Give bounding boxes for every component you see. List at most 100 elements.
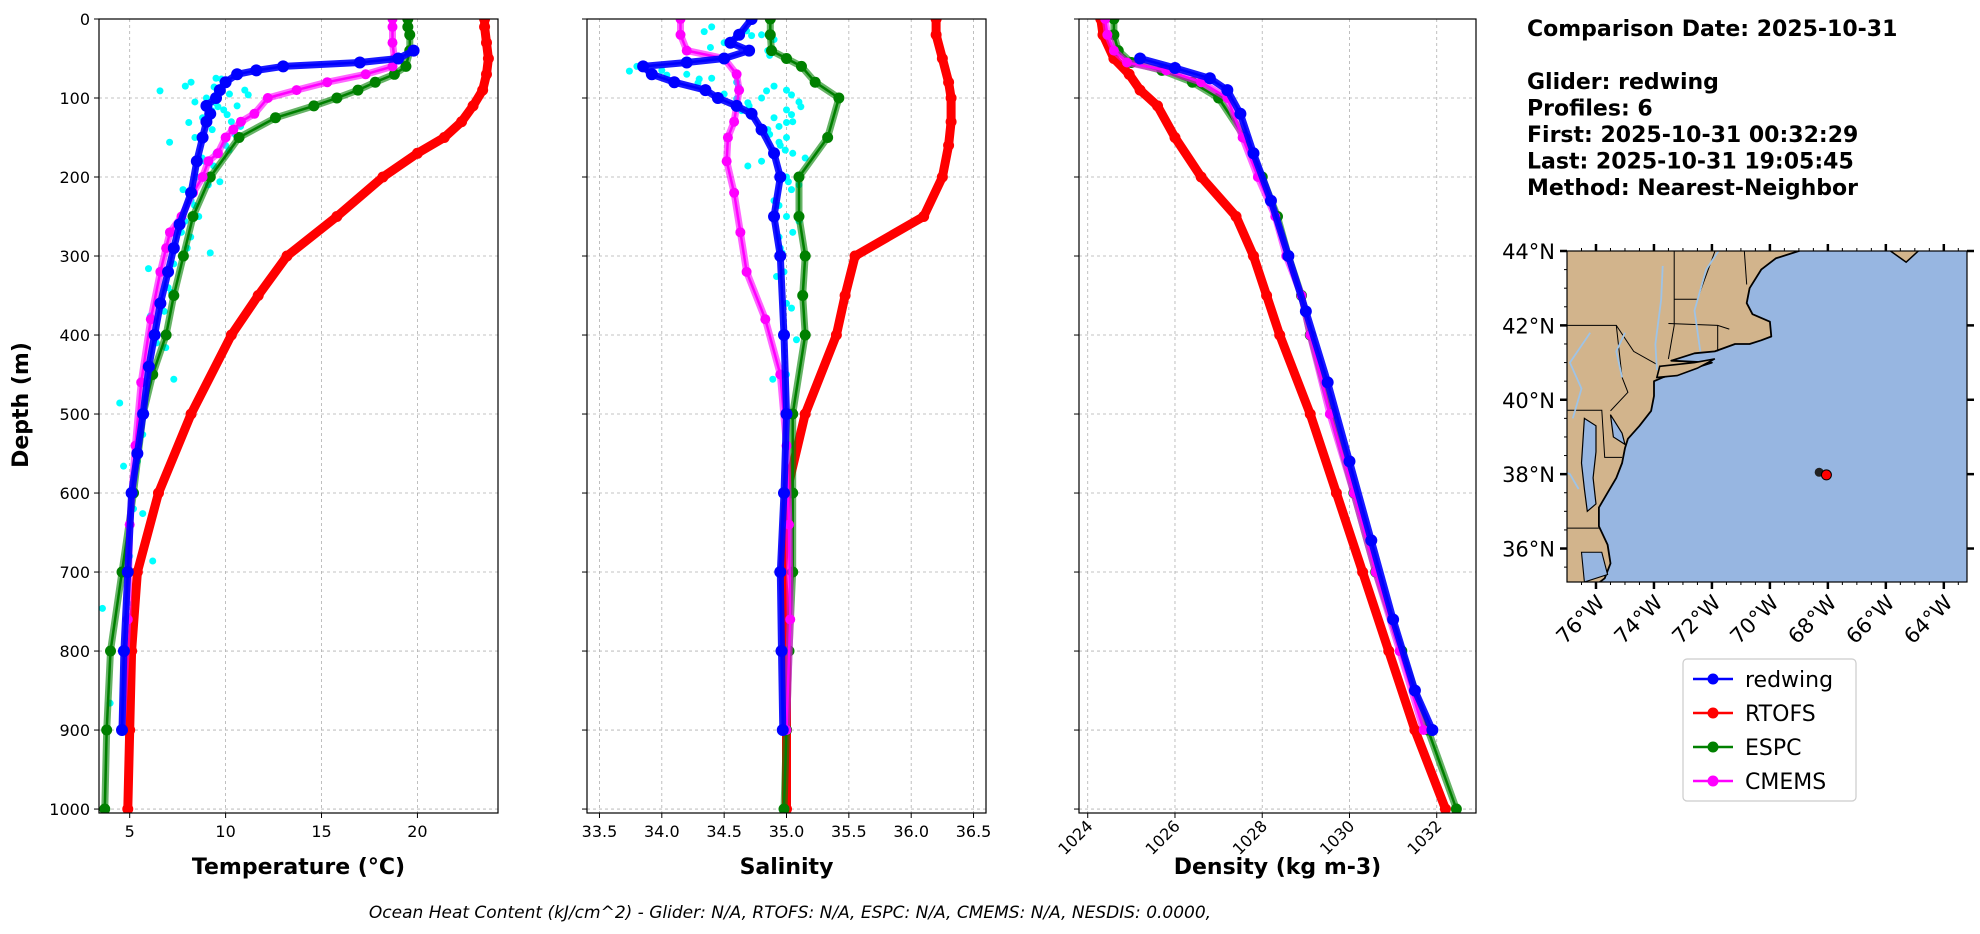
series-point-redwing (730, 99, 743, 112)
raw-glider-point (708, 23, 716, 31)
x-tick-label: 1028 (1229, 816, 1271, 858)
series-point-rtofs (411, 147, 423, 159)
y-tick-label: 800 (59, 642, 90, 661)
series-point-rtofs (225, 329, 237, 341)
raw-glider-point (775, 122, 783, 130)
series-point-rtofs (1123, 68, 1135, 80)
series-point-redwing (1426, 724, 1439, 737)
series-point-redwing (1387, 613, 1400, 626)
x-tick-label: 33.5 (582, 822, 618, 841)
series-point-rtofs (467, 100, 479, 112)
raw-glider-point (770, 82, 778, 90)
raw-glider-point (784, 178, 792, 186)
axes-frame (98, 18, 499, 814)
series-point-cmems (220, 132, 231, 143)
x-axis-label-dens: Density (kg m-3) (1174, 855, 1382, 880)
x-axis-label-sal: Salinity (740, 855, 834, 880)
series-point-espc (799, 250, 811, 262)
raw-glider-point (191, 134, 199, 142)
raw-glider-point (758, 31, 766, 39)
series-point-espc (331, 92, 343, 104)
y-tick-label: 1000 (49, 800, 90, 819)
series-point-redwing (200, 115, 213, 128)
raw-glider-point (708, 74, 716, 82)
series-point-espc (793, 171, 805, 183)
series-point-rtofs (1383, 645, 1395, 657)
series-point-redwing (137, 408, 150, 421)
pamlico-sound (1580, 551, 1609, 582)
y-tick-label: 600 (59, 484, 90, 503)
series-line-redwing-bulk (1136, 55, 1436, 734)
series-point-espc (233, 132, 245, 144)
legend-marker (1707, 741, 1719, 753)
raw-glider-point (706, 43, 714, 51)
series-point-cmems (722, 132, 733, 143)
series-point-espc (400, 60, 412, 72)
series-point-cmems (741, 266, 752, 277)
raw-glider-point (783, 134, 790, 142)
raw-glider-point (233, 102, 241, 110)
x-tick-label: 36.5 (956, 822, 992, 841)
raw-glider-point (783, 213, 790, 221)
series-point-espc (793, 211, 805, 223)
plot-area (1095, 19, 1462, 813)
x-tick-label: 10 (215, 822, 235, 841)
series-point-rtofs (281, 250, 293, 262)
raw-glider-point (206, 249, 214, 257)
series-point-redwing (250, 64, 263, 77)
series-point-espc (187, 211, 199, 223)
series-point-redwing (1203, 72, 1216, 85)
series-point-redwing (1299, 305, 1312, 318)
raw-glider-point (99, 604, 106, 612)
series-point-redwing (162, 265, 175, 278)
chesapeake-bay (1580, 417, 1597, 513)
series-point-redwing (167, 242, 180, 255)
x-tick-label: 35.0 (769, 822, 805, 841)
raw-glider-point (191, 98, 199, 106)
series-point-cmems (249, 108, 260, 119)
raw-glider-point (700, 28, 708, 36)
series-point-redwing (1134, 52, 1147, 65)
series-point-cmems (262, 93, 273, 104)
series-point-espc (388, 68, 400, 80)
series-point-rtofs (936, 53, 948, 65)
state-border (1610, 325, 1629, 412)
lat-tick-label: 36°N (1502, 538, 1555, 562)
series-point-espc (269, 112, 281, 124)
nova-scotia (1889, 251, 1920, 264)
x-tick-label: 20 (407, 822, 427, 841)
series-point-redwing (190, 155, 203, 168)
raw-glider-point (227, 118, 235, 126)
raw-glider-point (787, 91, 795, 99)
raw-glider-point (769, 375, 777, 383)
series-point-rtofs (1195, 171, 1207, 183)
legend-marker (1707, 673, 1719, 685)
map-frame (1566, 250, 1968, 583)
series-point-redwing (353, 56, 366, 69)
raw-glider-point (792, 336, 800, 344)
series-point-cmems (203, 156, 214, 167)
series-point-espc (101, 724, 113, 736)
series-point-redwing (185, 186, 198, 199)
series-point-rtofs (943, 139, 955, 151)
y-tick-label: 100 (59, 89, 90, 108)
lat-tick-label: 38°N (1502, 463, 1555, 487)
series-point-redwing (668, 76, 681, 89)
series-point-redwing (774, 250, 787, 263)
series-point-cmems (783, 519, 794, 530)
raw-glider-point (225, 90, 233, 98)
lon-tick-label: 66°W (1841, 590, 1899, 648)
plot-area (625, 19, 957, 813)
series-point-espc (797, 290, 809, 302)
depth-axis-label: Depth (m) (9, 342, 34, 468)
series-point-espc (809, 76, 821, 88)
series-point-rtofs (185, 408, 197, 420)
series-point-cmems (729, 187, 740, 198)
series-point-redwing (116, 724, 129, 737)
panel-temp: 0 100 200 300 400 500 600 700 800 900 1000 5 10 15 20T… (49, 10, 499, 880)
raw-glider-point (214, 103, 222, 111)
series-point-redwing (778, 329, 791, 342)
info-line: Method: Nearest-Neighbor (1527, 176, 1858, 201)
raw-glider-point (787, 111, 795, 119)
legend-label: CMEMS (1745, 770, 1826, 795)
